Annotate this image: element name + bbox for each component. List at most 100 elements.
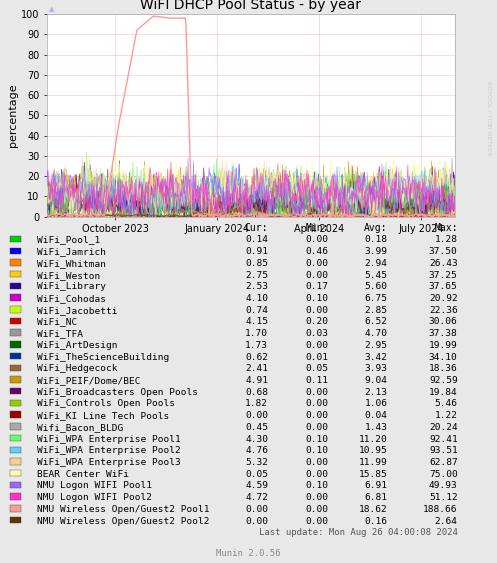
- Text: 5.45: 5.45: [365, 271, 388, 280]
- Text: 0.62: 0.62: [245, 352, 268, 361]
- Text: NMU Wireless Open/Guest2 Pool1: NMU Wireless Open/Guest2 Pool1: [37, 505, 209, 514]
- Text: 4.10: 4.10: [245, 294, 268, 303]
- Text: Cur:: Cur:: [245, 224, 268, 233]
- Text: 5.32: 5.32: [245, 458, 268, 467]
- Bar: [10, 318, 21, 324]
- Text: WiFi_Whitman: WiFi_Whitman: [37, 259, 106, 268]
- Text: 0.18: 0.18: [365, 235, 388, 244]
- Text: 20.92: 20.92: [429, 294, 458, 303]
- Text: Avg:: Avg:: [364, 224, 388, 233]
- Text: 0.00: 0.00: [306, 235, 329, 244]
- Text: WiFi_Jamrich: WiFi_Jamrich: [37, 247, 106, 256]
- Text: 2.41: 2.41: [245, 364, 268, 373]
- Text: 0.00: 0.00: [306, 388, 329, 397]
- Y-axis label: percentage: percentage: [8, 83, 18, 148]
- Text: 0.16: 0.16: [365, 516, 388, 525]
- Bar: [10, 482, 21, 488]
- Text: WiFi_Hedgecock: WiFi_Hedgecock: [37, 364, 117, 373]
- Text: 26.43: 26.43: [429, 259, 458, 268]
- Text: 0.68: 0.68: [245, 388, 268, 397]
- Text: 6.52: 6.52: [365, 318, 388, 327]
- Text: 1.43: 1.43: [365, 423, 388, 432]
- Text: 0.91: 0.91: [245, 247, 268, 256]
- Text: 4.76: 4.76: [245, 446, 268, 455]
- Text: 6.75: 6.75: [365, 294, 388, 303]
- Text: 3.42: 3.42: [365, 352, 388, 361]
- Text: 0.05: 0.05: [306, 364, 329, 373]
- Text: Min:: Min:: [305, 224, 329, 233]
- Text: 37.65: 37.65: [429, 282, 458, 291]
- Bar: [10, 446, 21, 453]
- Bar: [10, 259, 21, 266]
- Text: Last update: Mon Aug 26 04:00:08 2024: Last update: Mon Aug 26 04:00:08 2024: [259, 528, 458, 537]
- Text: 0.10: 0.10: [306, 481, 329, 490]
- Bar: [10, 353, 21, 359]
- Bar: [10, 423, 21, 430]
- Bar: [10, 505, 21, 512]
- Bar: [10, 388, 21, 395]
- Text: 4.70: 4.70: [365, 329, 388, 338]
- Text: 51.12: 51.12: [429, 493, 458, 502]
- Bar: [10, 306, 21, 312]
- Text: 0.00: 0.00: [306, 259, 329, 268]
- Text: 11.20: 11.20: [359, 435, 388, 444]
- Bar: [10, 412, 21, 418]
- Text: 0.00: 0.00: [306, 458, 329, 467]
- Text: 2.64: 2.64: [435, 516, 458, 525]
- Text: 4.59: 4.59: [245, 481, 268, 490]
- Text: WiFi_Cohodas: WiFi_Cohodas: [37, 294, 106, 303]
- Text: 3.99: 3.99: [365, 247, 388, 256]
- Text: 0.00: 0.00: [306, 516, 329, 525]
- Text: 19.99: 19.99: [429, 341, 458, 350]
- Text: 2.53: 2.53: [245, 282, 268, 291]
- Text: 6.81: 6.81: [365, 493, 388, 502]
- Text: WiFi_NC: WiFi_NC: [37, 318, 77, 327]
- Bar: [10, 517, 21, 523]
- Title: WiFI DHCP Pool Status - by year: WiFI DHCP Pool Status - by year: [141, 0, 361, 11]
- Text: 1.28: 1.28: [435, 235, 458, 244]
- Text: 0.00: 0.00: [306, 306, 329, 315]
- Text: 0.20: 0.20: [306, 318, 329, 327]
- Text: 0.10: 0.10: [306, 446, 329, 455]
- Text: 1.22: 1.22: [435, 411, 458, 420]
- Text: 0.00: 0.00: [306, 271, 329, 280]
- Text: 2.85: 2.85: [365, 306, 388, 315]
- Text: 0.00: 0.00: [306, 493, 329, 502]
- Text: 3.93: 3.93: [365, 364, 388, 373]
- Bar: [10, 329, 21, 336]
- Text: 2.94: 2.94: [365, 259, 388, 268]
- Text: 0.00: 0.00: [245, 505, 268, 514]
- Text: 0.00: 0.00: [306, 505, 329, 514]
- Text: 5.60: 5.60: [365, 282, 388, 291]
- Text: 0.00: 0.00: [306, 470, 329, 479]
- Text: 5.46: 5.46: [435, 399, 458, 408]
- Text: 49.93: 49.93: [429, 481, 458, 490]
- Bar: [10, 365, 21, 371]
- Text: 0.00: 0.00: [245, 516, 268, 525]
- Bar: [10, 458, 21, 464]
- Text: RDTOOL / TOBI OETKER: RDTOOL / TOBI OETKER: [486, 81, 491, 155]
- Bar: [10, 470, 21, 476]
- Text: WiFi_TFA: WiFi_TFA: [37, 329, 83, 338]
- Text: 10.95: 10.95: [359, 446, 388, 455]
- Text: 0.74: 0.74: [245, 306, 268, 315]
- Bar: [10, 236, 21, 242]
- Text: 4.15: 4.15: [245, 318, 268, 327]
- Text: WiFi_ArtDesign: WiFi_ArtDesign: [37, 341, 117, 350]
- Text: 18.36: 18.36: [429, 364, 458, 373]
- Bar: [10, 271, 21, 278]
- Text: 4.30: 4.30: [245, 435, 268, 444]
- Text: 0.11: 0.11: [306, 376, 329, 385]
- Text: 18.62: 18.62: [359, 505, 388, 514]
- Text: 0.00: 0.00: [306, 423, 329, 432]
- Text: 0.00: 0.00: [306, 399, 329, 408]
- Text: 2.75: 2.75: [245, 271, 268, 280]
- Text: 0.17: 0.17: [306, 282, 329, 291]
- Text: WiFi_Controls Open Pools: WiFi_Controls Open Pools: [37, 399, 175, 408]
- Bar: [10, 248, 21, 254]
- Text: Munin 2.0.56: Munin 2.0.56: [216, 549, 281, 558]
- Text: 0.00: 0.00: [245, 411, 268, 420]
- Text: 37.38: 37.38: [429, 329, 458, 338]
- Text: 62.87: 62.87: [429, 458, 458, 467]
- Text: WiFi_Library: WiFi_Library: [37, 282, 106, 291]
